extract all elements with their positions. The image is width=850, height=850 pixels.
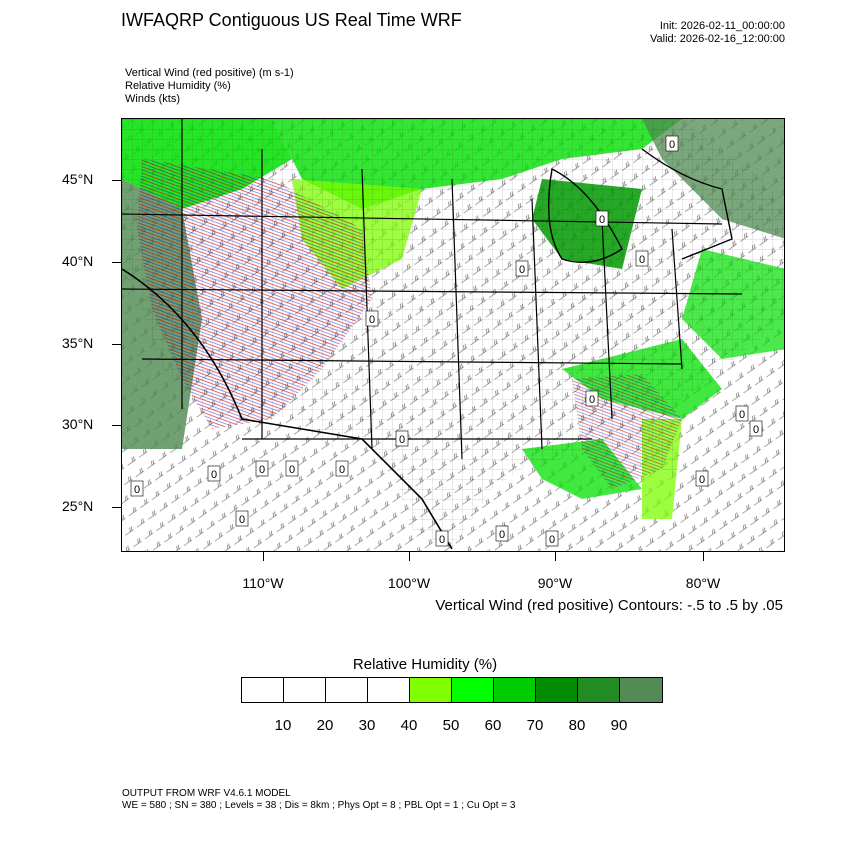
contour-zero-marker: 0	[395, 430, 409, 447]
field-vertical-wind: Vertical Wind (red positive) (m s-1)	[125, 67, 294, 79]
svg-text:0: 0	[134, 484, 140, 496]
contour-zero-marker: 0	[285, 460, 299, 477]
lat-label-25: 25°N	[62, 498, 94, 514]
lat-tick	[112, 180, 121, 181]
contour-zero-marker: 0	[595, 210, 609, 227]
svg-text:0: 0	[339, 464, 345, 476]
lon-label-110: 110°W	[242, 575, 284, 591]
lat-tick	[112, 344, 121, 345]
contour-zero-marker: 0	[695, 470, 709, 487]
contour-zero-marker: 0	[435, 530, 449, 547]
chart-title: IWFAQRP Contiguous US Real Time WRF	[121, 10, 462, 30]
field-winds: Winds (kts)	[125, 93, 180, 105]
colorbar-swatch	[578, 678, 620, 702]
lat-label-45: 45°N	[62, 171, 94, 187]
lon-tick	[263, 552, 264, 561]
contour-zero-marker: 0	[585, 390, 599, 407]
footer-config: WE = 580 ; SN = 380 ; Levels = 38 ; Dis …	[122, 800, 516, 811]
svg-text:0: 0	[499, 529, 505, 541]
svg-text:0: 0	[589, 394, 595, 406]
colorbar-swatch	[410, 678, 452, 702]
colorbar-label: 60	[484, 717, 502, 734]
lon-tick	[703, 552, 704, 561]
colorbar-label: 30	[358, 717, 376, 734]
contour-zero-marker: 0	[735, 405, 749, 422]
colorbar-swatch	[284, 678, 326, 702]
colorbar-swatch	[326, 678, 368, 702]
lat-tick	[112, 507, 121, 508]
colorbar-swatch	[368, 678, 410, 702]
colorbar-label: 10	[274, 717, 292, 734]
colorbar-label: 50	[442, 717, 460, 734]
colorbar-swatch	[242, 678, 284, 702]
colorbar-swatch	[620, 678, 662, 702]
contour-info: Vertical Wind (red positive) Contours: -…	[435, 597, 783, 614]
contour-zero-marker: 0	[255, 460, 269, 477]
field-relative-humidity: Relative Humidity (%)	[125, 80, 231, 92]
svg-text:0: 0	[211, 469, 217, 481]
contour-zero-marker: 0	[130, 480, 144, 497]
contour-zero-marker: 0	[365, 310, 379, 327]
contour-zero-marker: 0	[545, 530, 559, 547]
colorbar-label: 80	[568, 717, 586, 734]
colorbar-label: 90	[610, 717, 628, 734]
svg-text:0: 0	[519, 264, 525, 276]
colorbar-swatch	[452, 678, 494, 702]
svg-text:0: 0	[259, 464, 265, 476]
lat-label-30: 30°N	[62, 416, 94, 432]
lon-label-80: 80°W	[685, 575, 721, 591]
svg-text:0: 0	[239, 514, 245, 526]
contour-zero-marker: 0	[515, 260, 529, 277]
colorbar	[241, 677, 663, 703]
svg-text:0: 0	[699, 474, 705, 486]
state-boundaries	[122, 119, 743, 550]
vertical-wind-west	[137, 159, 372, 429]
svg-text:0: 0	[599, 214, 605, 226]
lat-tick	[112, 262, 121, 263]
contour-zero-marker: 0	[665, 135, 679, 152]
contour-zero-marker: 0	[635, 250, 649, 267]
lat-tick	[112, 425, 121, 426]
svg-text:0: 0	[549, 534, 555, 546]
footer-model: OUTPUT FROM WRF V4.6.1 MODEL	[122, 788, 291, 799]
vertical-wind-southeast	[572, 374, 682, 489]
contour-zero-marker: 0	[207, 465, 221, 482]
colorbar-label: 70	[526, 717, 544, 734]
svg-text:0: 0	[639, 254, 645, 266]
valid-time: Valid: 2026-02-16_12:00:00	[650, 33, 785, 45]
svg-text:0: 0	[369, 314, 375, 326]
svg-text:0: 0	[739, 409, 745, 421]
colorbar-label: 20	[316, 717, 334, 734]
colorbar-swatch	[494, 678, 536, 702]
colorbar-swatch	[536, 678, 578, 702]
lon-tick	[555, 552, 556, 561]
init-time: Init: 2026-02-11_00:00:00	[659, 20, 785, 32]
svg-text:0: 0	[289, 464, 295, 476]
lat-label-40: 40°N	[62, 253, 94, 269]
lon-tick	[409, 552, 410, 561]
svg-text:0: 0	[669, 139, 675, 151]
lat-label-35: 35°N	[62, 335, 94, 351]
lon-label-100: 100°W	[387, 575, 431, 591]
lon-label-90: 90°W	[537, 575, 573, 591]
svg-text:0: 0	[399, 434, 405, 446]
colorbar-label: 40	[400, 717, 418, 734]
colorbar-title: Relative Humidity (%)	[352, 656, 498, 673]
contour-zero-marker: 0	[235, 510, 249, 527]
contour-zero-marker: 0	[749, 420, 763, 437]
svg-text:0: 0	[753, 424, 759, 436]
svg-text:0: 0	[439, 534, 445, 546]
contour-zero-marker: 0	[495, 525, 509, 542]
contour-zero-marker: 0	[335, 460, 349, 477]
